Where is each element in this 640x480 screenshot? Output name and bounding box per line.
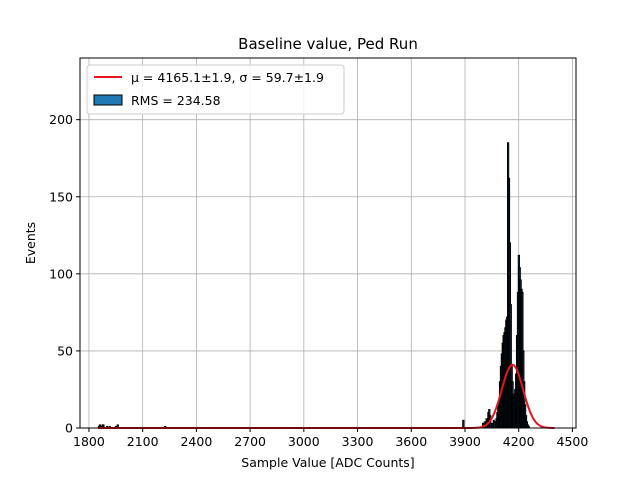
x-tick-label: 2400 (180, 434, 212, 449)
x-tick-label: 3300 (342, 434, 374, 449)
x-tick-label: 3900 (449, 434, 481, 449)
x-axis-label: Sample Value [ADC Counts] (241, 455, 414, 470)
legend: μ = 4165.1±1.9, σ = 59.7±1.9 RMS = 234.5… (86, 64, 345, 115)
y-axis-label: Events (23, 222, 38, 264)
x-tick-label: 3000 (288, 434, 320, 449)
legend-fit-label: μ = 4165.1±1.9, σ = 59.7±1.9 (131, 70, 324, 85)
y-tick-label: 50 (57, 343, 73, 358)
x-tick-label: 2700 (234, 434, 266, 449)
x-tick-label: 2100 (127, 434, 159, 449)
y-axis-ticks: 0 50 100 150 200 (49, 112, 80, 436)
y-tick-label: 150 (49, 189, 73, 204)
x-tick-label: 4200 (503, 434, 535, 449)
y-tick-label: 100 (49, 266, 73, 281)
histogram-bar (493, 421, 496, 429)
y-tick-label: 0 (65, 421, 73, 436)
x-tick-label: 1800 (73, 434, 105, 449)
y-tick-label: 200 (49, 112, 73, 127)
chart-title: Baseline value, Ped Run (238, 35, 418, 53)
legend-bar-swatch (93, 94, 123, 106)
histogram-bar (462, 419, 465, 429)
x-tick-label: 4500 (557, 434, 589, 449)
x-axis-ticks: 1800 2100 2400 2700 3000 3300 3600 3900 4200 4500 (73, 428, 588, 449)
histogram-bar (490, 422, 494, 429)
x-tick-label: 3600 (395, 434, 427, 449)
legend-box (86, 64, 345, 115)
legend-rms-label: RMS = 234.58 (131, 93, 221, 108)
axes-frame (79, 57, 577, 429)
